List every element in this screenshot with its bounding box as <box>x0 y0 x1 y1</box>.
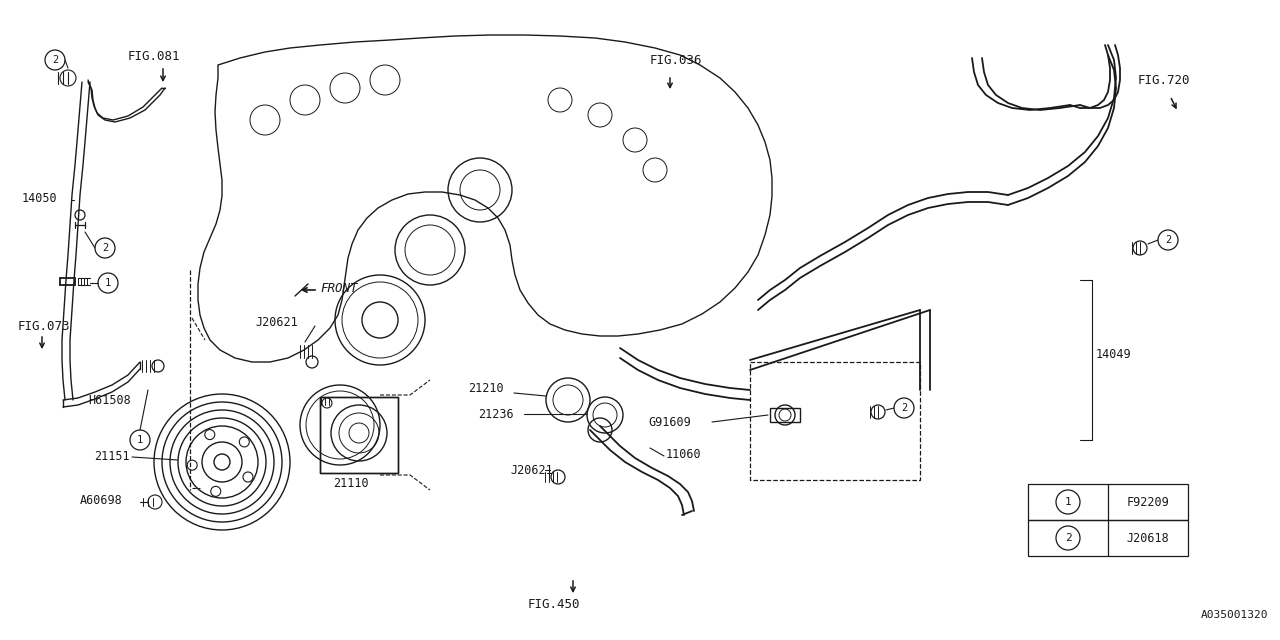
Text: 21151: 21151 <box>95 449 131 463</box>
Bar <box>771 408 800 422</box>
Text: 2: 2 <box>102 243 108 253</box>
Text: 2: 2 <box>901 403 908 413</box>
Text: 14049: 14049 <box>1096 349 1132 362</box>
Text: J20618: J20618 <box>1126 531 1170 545</box>
Text: 2: 2 <box>1165 235 1171 245</box>
Text: F92209: F92209 <box>1126 495 1170 509</box>
Text: 21210: 21210 <box>468 381 503 394</box>
Text: 11060: 11060 <box>666 447 701 461</box>
Text: J20621: J20621 <box>255 316 298 328</box>
Text: FRONT: FRONT <box>320 282 357 294</box>
Text: 1: 1 <box>137 435 143 445</box>
Text: FIG.036: FIG.036 <box>650 54 703 67</box>
Text: G91609: G91609 <box>648 415 691 429</box>
Bar <box>320 397 398 473</box>
Text: 2: 2 <box>1065 533 1071 543</box>
Text: FIG.073: FIG.073 <box>18 320 70 333</box>
Text: A60698: A60698 <box>79 493 123 506</box>
Text: J20621: J20621 <box>509 463 553 477</box>
Text: 21236: 21236 <box>477 408 513 420</box>
Bar <box>1028 520 1188 556</box>
Text: H61508: H61508 <box>88 394 131 407</box>
Text: FIG.720: FIG.720 <box>1138 74 1190 86</box>
Text: 14050: 14050 <box>22 192 58 205</box>
Text: FIG.081: FIG.081 <box>128 50 180 63</box>
Text: 1: 1 <box>1065 497 1071 507</box>
Text: FIG.450: FIG.450 <box>527 598 580 611</box>
Bar <box>1028 484 1188 520</box>
Text: 2: 2 <box>52 55 58 65</box>
Bar <box>320 397 398 473</box>
Text: 21110: 21110 <box>333 477 369 490</box>
Text: 1: 1 <box>105 278 111 288</box>
Text: A035001320: A035001320 <box>1201 610 1268 620</box>
Bar <box>750 362 920 480</box>
